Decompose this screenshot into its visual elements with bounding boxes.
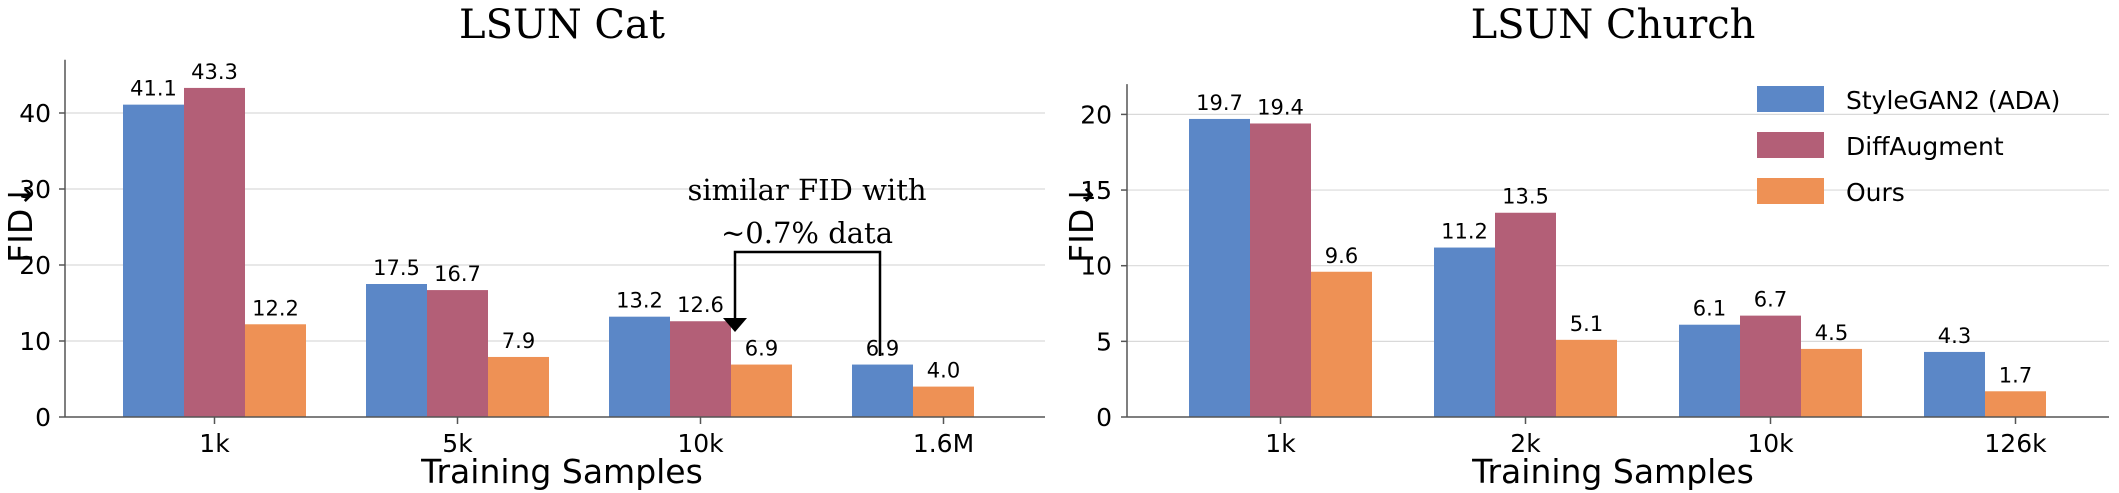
x-tick-label: 10k xyxy=(1747,429,1794,458)
bar xyxy=(1495,212,1556,417)
bar-value-label: 9.6 xyxy=(1325,244,1358,268)
x-axis-label: Training Samples xyxy=(420,452,703,491)
legend-label: Ours xyxy=(1846,178,1905,207)
x-tick-label: 1k xyxy=(1265,429,1296,458)
bar xyxy=(123,104,184,417)
annotation: similar FID with ~0.7% data xyxy=(687,173,927,356)
bar xyxy=(1311,271,1372,417)
bar xyxy=(1556,339,1617,417)
x-tick-label: 1.6M xyxy=(913,429,974,458)
bar xyxy=(913,386,974,417)
x-axis: 1k 5k 10k 1.6M xyxy=(65,416,1045,458)
legend-swatch xyxy=(1757,178,1824,204)
bar xyxy=(488,356,549,417)
bar xyxy=(245,324,306,417)
annotation-bracket xyxy=(733,250,882,356)
bar xyxy=(1434,247,1495,417)
bar xyxy=(1801,348,1862,417)
chart-title: LSUN Church xyxy=(1471,2,1756,48)
annotation-line-2: ~0.7% data xyxy=(721,216,893,250)
bars: 19.7 19.4 9.6 11.2 13.5 5.1 6.1 6.7 4.5 4.3 1.7 xyxy=(1189,91,2046,418)
bar-value-label: 12.6 xyxy=(677,293,724,317)
bar-value-label: 6.9 xyxy=(866,337,899,361)
bar xyxy=(852,364,913,417)
bar-value-label: 13.5 xyxy=(1502,185,1549,209)
bar-value-label: 17.5 xyxy=(373,256,420,280)
bar xyxy=(1250,123,1311,417)
bar xyxy=(670,321,731,417)
y-axis: 0 10 20 30 40 xyxy=(19,59,66,432)
y-axis: 0 5 10 15 20 xyxy=(1080,84,1128,432)
bar-value-label: 4.3 xyxy=(1938,324,1971,348)
bar-value-label: 13.2 xyxy=(616,289,663,313)
chart-lsun-cat: LSUN Cat 41.1 43.3 12.2 17.5 16.7 7.9 13.2 12.6… xyxy=(1,2,1045,491)
bar-value-label: 7.9 xyxy=(502,329,535,353)
annotation-line-1: similar FID with xyxy=(687,173,926,207)
bar-value-label: 11.2 xyxy=(1441,220,1488,244)
bar xyxy=(1189,118,1250,418)
y-tick-label: 10 xyxy=(19,327,51,356)
x-tick-label: 1k xyxy=(199,429,230,458)
annotation-arrowhead xyxy=(723,318,747,332)
bar-value-label: 19.4 xyxy=(1257,95,1304,119)
x-tick-label: 2k xyxy=(1510,429,1541,458)
bar-value-label: 16.7 xyxy=(434,262,481,286)
bar xyxy=(731,364,792,417)
bar-value-label: 1.7 xyxy=(1999,363,2032,387)
bar-value-label: 5.1 xyxy=(1570,312,1603,336)
y-tick-label: 15 xyxy=(1080,176,1112,205)
chart-title: LSUN Cat xyxy=(459,2,665,48)
bar-value-label: 41.1 xyxy=(130,77,177,101)
y-tick-label: 20 xyxy=(1080,100,1112,129)
y-tick-label: 0 xyxy=(1096,403,1112,432)
legend-label: StyleGAN2 (ADA) xyxy=(1846,86,2060,115)
legend-label: DiffAugment xyxy=(1846,132,2004,161)
bar xyxy=(184,87,245,418)
x-tick-label: 10k xyxy=(677,429,724,458)
bar-value-label: 6.1 xyxy=(1693,297,1726,321)
bar-value-label: 12.2 xyxy=(252,296,299,320)
bar-value-label: 19.7 xyxy=(1196,91,1243,115)
y-tick-label: 0 xyxy=(35,403,51,432)
legend: StyleGAN2 (ADA) DiffAugment Ours xyxy=(1757,86,2060,207)
y-tick-label: 30 xyxy=(19,175,51,204)
bar xyxy=(1985,391,2046,417)
x-tick-label: 5k xyxy=(442,429,473,458)
bar xyxy=(1679,324,1740,417)
x-axis-label: Training Samples xyxy=(1471,452,1754,491)
bar-value-label: 6.9 xyxy=(745,337,778,361)
bar-value-label: 43.3 xyxy=(191,60,238,84)
bar xyxy=(427,290,488,417)
bar-value-label: 6.7 xyxy=(1754,288,1787,312)
x-axis: 1k 2k 10k 126k xyxy=(1127,416,2109,458)
bar-value-label: 4.0 xyxy=(927,359,960,383)
bar xyxy=(1740,315,1801,417)
y-tick-label: 5 xyxy=(1096,327,1112,356)
legend-swatch xyxy=(1757,86,1824,112)
y-axis-label: FID↓ xyxy=(1062,181,1101,263)
bar xyxy=(1924,351,1985,417)
y-axis-label: FID↓ xyxy=(1,181,40,263)
legend-swatch xyxy=(1757,132,1824,158)
y-tick-label: 40 xyxy=(19,99,51,128)
y-tick-label: 20 xyxy=(19,251,51,280)
chart-lsun-church: LSUN Church 19.7 19.4 9.6 11.2 13.5 5.1 6.1 6.7… xyxy=(1062,2,2109,491)
bar-value-label: 4.5 xyxy=(1815,321,1848,345)
bars: 41.1 43.3 12.2 17.5 16.7 7.9 13.2 12.6 6.9 6.9 4.0 xyxy=(123,60,974,418)
x-tick-label: 126k xyxy=(1984,429,2047,458)
bar xyxy=(366,284,427,417)
bar xyxy=(609,316,670,417)
y-tick-label: 10 xyxy=(1080,252,1112,281)
